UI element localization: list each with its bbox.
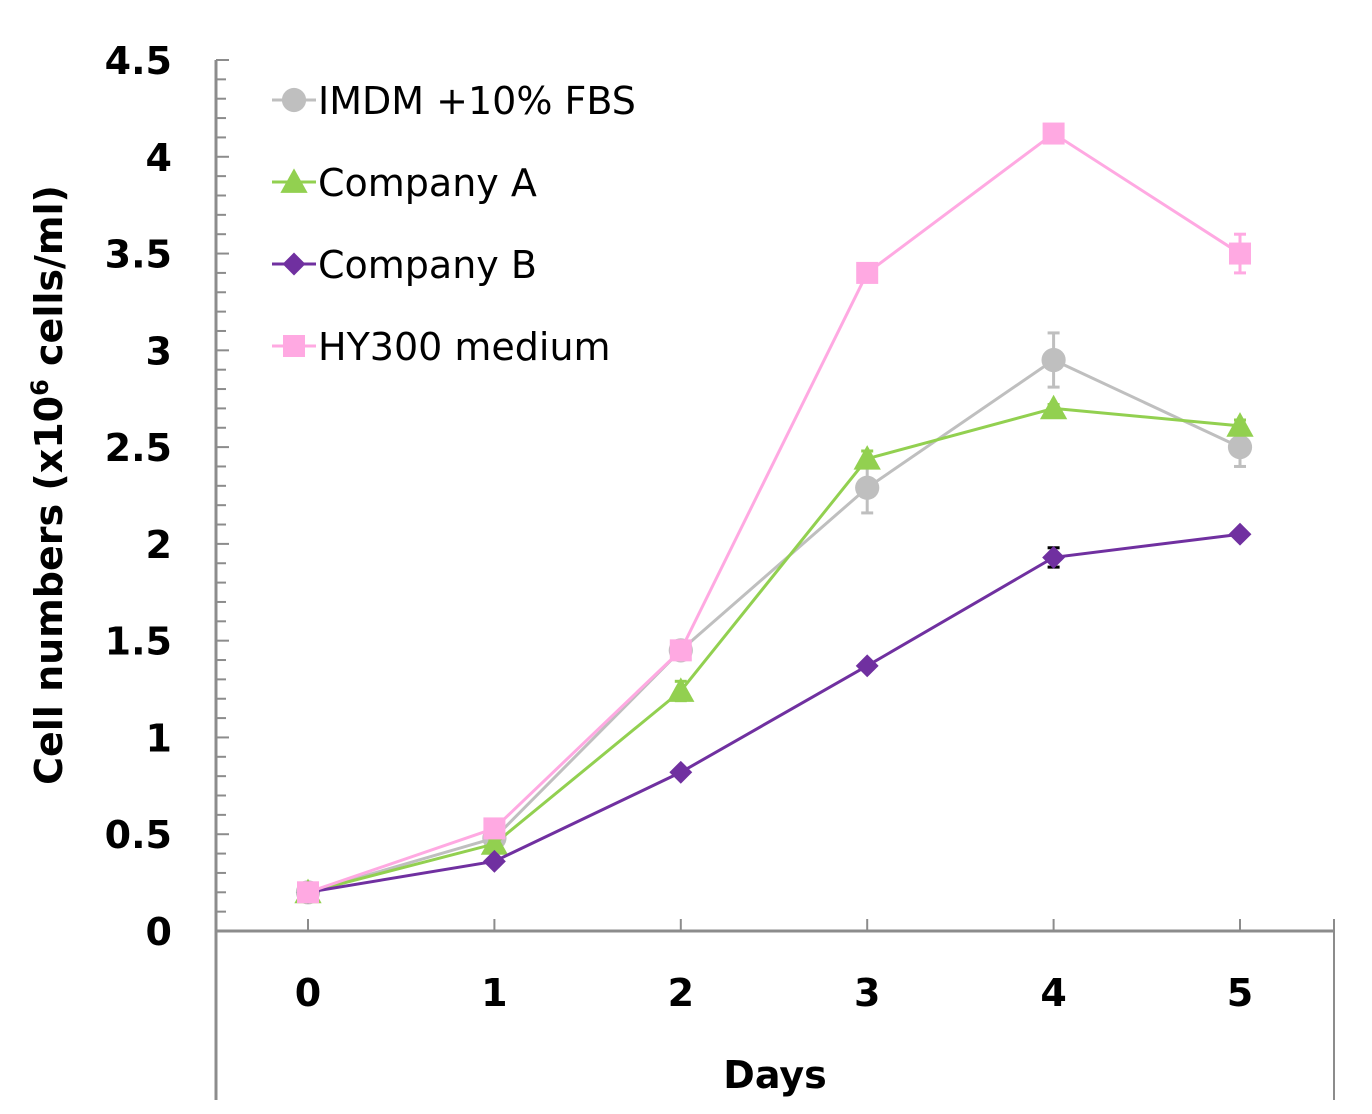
x-axis-ticks: 0 1 2 3 4 5 [295, 919, 1253, 1015]
y-axis-ticks: 0 0.5 1 1.5 2 2.5 3 3.5 4 4.5 [105, 39, 229, 954]
data-point-square [856, 261, 879, 284]
series-layer [294, 122, 1254, 905]
legend-item: IMDM +10% FBS [272, 79, 636, 123]
y-tick-label: 3 [146, 329, 172, 373]
x-tick-label: 3 [854, 971, 880, 1015]
series-line [307, 532, 1241, 894]
data-point-triangle [1226, 412, 1254, 437]
data-point-circle [1227, 435, 1253, 460]
series-line [307, 358, 1241, 894]
y-tick-label: 4 [146, 136, 172, 180]
legend-marker-square [283, 335, 305, 357]
data-point-triangle [667, 677, 695, 702]
legend-marker-circle [281, 87, 307, 113]
legend-item: Company A [272, 161, 537, 205]
legend-label: Company B [318, 243, 537, 287]
x-tick-label: 2 [668, 971, 694, 1015]
data-point-square [297, 881, 319, 904]
y-tick-label: 2 [146, 523, 172, 567]
y-tick-label: 1 [146, 716, 172, 760]
y-axis-title-superscript: 6 [26, 379, 54, 396]
y-tick-label: 0 [146, 910, 172, 954]
y-tick-label: 0.5 [105, 813, 172, 857]
data-point-circle [855, 475, 880, 500]
data-point-triangle [1039, 394, 1068, 420]
series-line [307, 131, 1241, 894]
x-tick-label: 1 [481, 971, 507, 1015]
data-point-square [1042, 122, 1065, 145]
data-point-diamond [1228, 522, 1252, 546]
x-tick-label: 0 [295, 971, 321, 1015]
axes [214, 60, 1335, 1100]
x-axis-title: Days [723, 1053, 826, 1097]
series-company-b [296, 522, 1252, 904]
y-axis-title: Cell numbers (x106 cells/ml) [26, 185, 71, 785]
series-imdm-10-fbs [295, 331, 1253, 905]
data-point-square [1229, 242, 1251, 265]
legend-label: IMDM +10% FBS [318, 79, 636, 123]
data-point-square [483, 817, 506, 840]
series-hy300-medium [297, 122, 1251, 904]
legend-item: Company B [272, 243, 537, 287]
x-tick-label: 5 [1227, 971, 1253, 1015]
x-tick-label: 4 [1040, 971, 1066, 1015]
data-point-triangle [480, 830, 509, 855]
data-point-diamond [855, 654, 879, 678]
y-tick-label: 4.5 [105, 39, 172, 83]
legend-marker-diamond [282, 252, 306, 276]
series-line [307, 406, 1241, 894]
legend: IMDM +10% FBS Company A Company B HY300 med… [272, 79, 636, 369]
data-point-diamond [482, 849, 506, 873]
data-point-diamond [1042, 545, 1066, 569]
legend-label: Company A [318, 161, 537, 205]
y-tick-label: 2.5 [105, 426, 172, 470]
y-axis-title-main: Cell numbers (x10 [27, 396, 71, 785]
y-axis-title-suffix: cells/ml) [27, 185, 71, 379]
y-tick-label: 3.5 [105, 233, 172, 277]
legend-marker-triangle [280, 168, 308, 193]
legend-item: HY300 medium [272, 325, 611, 369]
data-point-circle [1041, 347, 1066, 373]
series-company-a [294, 394, 1254, 904]
data-point-triangle [853, 445, 881, 470]
data-point-diamond [669, 760, 693, 784]
legend-label: HY300 medium [318, 325, 611, 369]
data-point-square [669, 639, 692, 662]
y-tick-label: 1.5 [105, 620, 172, 664]
